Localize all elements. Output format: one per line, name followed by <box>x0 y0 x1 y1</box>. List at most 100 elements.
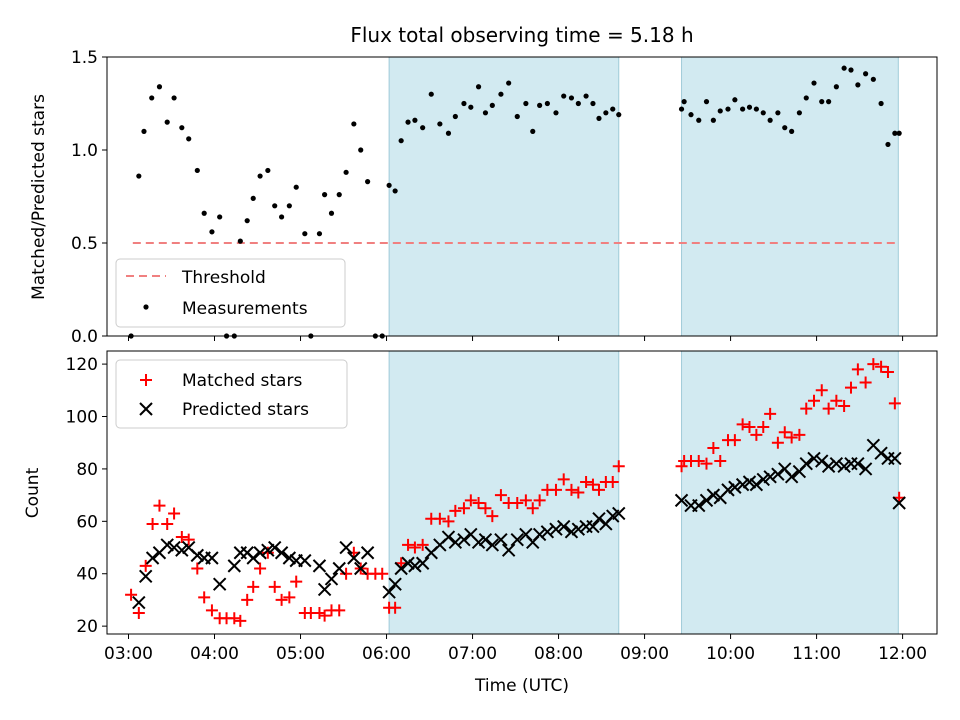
x-tick-label: 03:00 <box>104 644 153 664</box>
x-tick-label: 06:00 <box>362 644 411 664</box>
data-point <box>132 595 146 610</box>
data-point <box>851 456 865 471</box>
data-point <box>233 546 248 560</box>
top-panel-legend: Threshold Measurements <box>115 258 346 328</box>
top-panel-ylabel: Matched/Predicted stars <box>29 94 49 300</box>
data-point <box>441 530 456 544</box>
data-point <box>855 82 861 88</box>
data-point <box>402 538 415 551</box>
data-point <box>616 112 622 118</box>
top-panel: 0.0 0.5 1.0 1.5 Matched/Predicted stars Thr… <box>29 48 938 347</box>
data-point <box>468 104 474 110</box>
data-point <box>590 100 596 107</box>
data-point <box>164 119 170 125</box>
data-point <box>735 477 750 492</box>
data-point <box>437 121 443 127</box>
data-point <box>382 585 396 599</box>
data-point <box>851 363 864 376</box>
data-point <box>583 93 589 99</box>
data-point <box>145 551 160 565</box>
data-point <box>728 480 742 494</box>
data-point <box>160 538 174 552</box>
data-point <box>815 384 828 397</box>
legend-measurements-label: Measurements <box>182 299 308 319</box>
data-point <box>678 106 685 112</box>
data-point <box>749 477 764 492</box>
bottom-panel-ticks: 03:00 04:00 05:00 06:00 07:00 08:00 09:00 10:00… <box>66 355 928 664</box>
data-point <box>283 591 296 604</box>
data-point <box>261 543 275 557</box>
data-point <box>392 188 398 194</box>
data-point <box>592 483 605 496</box>
data-point <box>415 556 430 570</box>
data-point <box>612 460 625 473</box>
data-point <box>182 533 195 546</box>
data-point <box>586 478 599 491</box>
data-point <box>336 192 342 198</box>
bottom-panel-legend: Matched stars Predicted stars <box>115 359 348 429</box>
data-point <box>149 95 155 101</box>
data-point <box>254 562 267 575</box>
data-point <box>870 76 876 82</box>
x-tick-label: 12:00 <box>878 644 927 664</box>
data-point <box>736 418 749 431</box>
data-point <box>606 476 619 489</box>
x-axis-label: Time (UTC) <box>474 676 569 696</box>
legend-matched-swatch <box>140 374 152 386</box>
data-point <box>838 400 851 413</box>
data-point <box>298 553 312 568</box>
data-point <box>885 141 891 148</box>
data-point <box>815 454 829 468</box>
data-point <box>863 71 869 77</box>
data-point <box>784 470 799 484</box>
data-point <box>489 102 495 108</box>
data-point <box>674 493 689 508</box>
data-point <box>358 147 364 153</box>
y-tick-label: 60 <box>76 512 98 532</box>
data-point <box>138 569 153 584</box>
data-point <box>750 428 763 441</box>
data-point <box>347 551 361 565</box>
data-point <box>533 494 546 507</box>
data-point <box>803 95 809 101</box>
data-point <box>324 572 339 586</box>
top-panel-ticks: 0.0 0.5 1.0 1.5 <box>71 48 904 347</box>
data-point <box>328 210 335 216</box>
data-point <box>881 365 894 378</box>
y-tick-label: 120 <box>66 355 98 375</box>
data-point <box>841 65 847 71</box>
data-point <box>703 99 710 105</box>
data-point <box>612 506 626 521</box>
data-point <box>771 436 784 449</box>
legend-predicted-label: Predicted stars <box>182 400 309 420</box>
data-point <box>757 420 770 433</box>
data-point <box>725 106 731 112</box>
data-point <box>511 496 524 509</box>
data-point <box>241 593 254 606</box>
data-point <box>191 562 204 575</box>
data-point <box>486 510 499 523</box>
data-point <box>175 531 188 544</box>
data-point <box>811 80 817 86</box>
data-point <box>763 470 777 484</box>
data-point <box>179 125 185 131</box>
data-point <box>544 100 550 107</box>
data-point <box>317 582 332 597</box>
data-point <box>132 607 145 620</box>
data-point <box>428 91 434 97</box>
data-point <box>553 110 559 116</box>
data-point <box>190 548 205 563</box>
x-tick-label: 11:00 <box>792 644 841 664</box>
data-point <box>782 125 788 131</box>
y-tick-label: 0.0 <box>71 327 98 347</box>
data-point <box>789 128 795 134</box>
data-point <box>501 543 516 557</box>
data-point <box>557 473 570 486</box>
data-point <box>312 559 327 573</box>
y-tick-label: 0.5 <box>71 234 98 254</box>
data-point <box>822 402 835 415</box>
data-point <box>523 100 529 107</box>
data-point <box>250 195 256 201</box>
data-point <box>753 106 759 112</box>
data-point <box>279 214 285 220</box>
